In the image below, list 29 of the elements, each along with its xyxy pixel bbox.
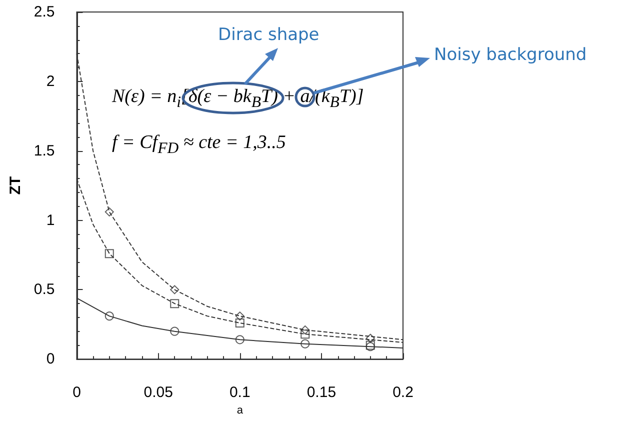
annotation: f = Cf$_{FD}$ ≈ cte = 1,3..5: [112, 132, 286, 158]
point: [235, 312, 244, 321]
point: [300, 325, 310, 334]
point: [170, 285, 180, 294]
annotation: Dirac shape: [218, 25, 320, 45]
point: [170, 299, 180, 308]
y-axis-title: ZT: [7, 176, 24, 195]
point: [170, 326, 180, 336]
x-tick-label: 0.05: [144, 384, 173, 402]
point: [300, 339, 310, 348]
point: [104, 249, 114, 258]
x-axis-title: a: [236, 404, 244, 416]
y-tick-label: 1: [46, 212, 55, 229]
y-tick-label: 2: [46, 72, 55, 90]
point: [300, 330, 310, 339]
point: [235, 318, 244, 328]
point: [104, 312, 114, 321]
point: [366, 334, 375, 343]
y-tick-label: 0.5: [34, 281, 55, 298]
x-tick-label: 0.15: [306, 384, 336, 402]
text: Noisy background: [434, 45, 587, 65]
y-tick-label: 1.5: [34, 142, 55, 160]
point: [104, 207, 114, 216]
x-tick-label: 0.2: [392, 384, 414, 402]
x-tick-label: 0: [72, 384, 81, 402]
point: [235, 335, 244, 344]
x-tick-label: 0.1: [229, 384, 250, 402]
y-tick-label: 0: [46, 350, 55, 368]
y-tick-label: 2.5: [34, 4, 55, 20]
